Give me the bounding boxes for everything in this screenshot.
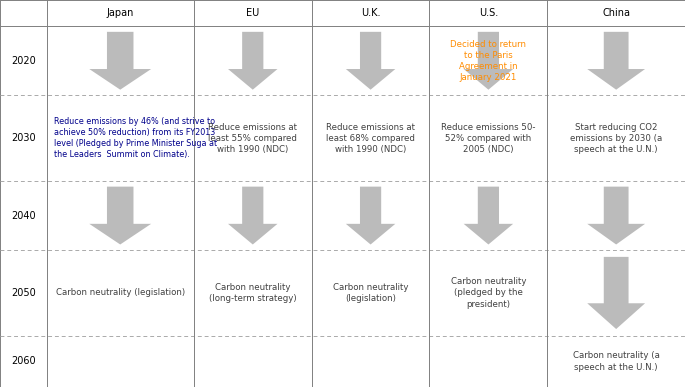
Text: 2060: 2060 xyxy=(11,356,36,366)
Text: Reduce emissions 50-
52% compared with
2005 (NDC): Reduce emissions 50- 52% compared with 2… xyxy=(441,123,536,154)
Text: Carbon neutrality
(pledged by the
president): Carbon neutrality (pledged by the presid… xyxy=(451,277,526,308)
Polygon shape xyxy=(346,187,395,245)
Polygon shape xyxy=(587,32,645,90)
Text: Reduce emissions by 46% (and strive to
achieve 50% reduction) from its FY2013
le: Reduce emissions by 46% (and strive to a… xyxy=(54,117,217,159)
Text: 2050: 2050 xyxy=(11,288,36,298)
Text: 2040: 2040 xyxy=(11,211,36,221)
Polygon shape xyxy=(346,32,395,90)
Text: Carbon neutrality (a
speech at the U.N.): Carbon neutrality (a speech at the U.N.) xyxy=(573,351,660,372)
Text: Carbon neutrality
(long-term strategy): Carbon neutrality (long-term strategy) xyxy=(209,283,297,303)
Polygon shape xyxy=(228,32,277,90)
Polygon shape xyxy=(464,187,513,245)
Polygon shape xyxy=(587,187,645,245)
Polygon shape xyxy=(89,32,151,90)
Polygon shape xyxy=(89,187,151,245)
Text: U.K.: U.K. xyxy=(361,8,380,18)
Polygon shape xyxy=(228,187,277,245)
Text: EU: EU xyxy=(246,8,260,18)
Text: 2030: 2030 xyxy=(11,133,36,143)
Polygon shape xyxy=(464,32,513,90)
Text: 2020: 2020 xyxy=(11,56,36,66)
Text: Decided to return
to the Paris
Agreement in
January 2021: Decided to return to the Paris Agreement… xyxy=(451,39,526,82)
Text: Start reducing CO2
emissions by 2030 (a
speech at the U.N.): Start reducing CO2 emissions by 2030 (a … xyxy=(570,123,662,154)
Text: Carbon neutrality (legislation): Carbon neutrality (legislation) xyxy=(55,288,185,298)
Text: China: China xyxy=(602,8,630,18)
Polygon shape xyxy=(587,257,645,329)
Text: Japan: Japan xyxy=(107,8,134,18)
Text: Carbon neutrality
(legislation): Carbon neutrality (legislation) xyxy=(333,283,408,303)
Text: Reduce emissions at
least 68% compared
with 1990 (NDC): Reduce emissions at least 68% compared w… xyxy=(326,123,415,154)
Text: Reduce emissions at
least 55% compared
with 1990 (NDC): Reduce emissions at least 55% compared w… xyxy=(208,123,297,154)
Text: U.S.: U.S. xyxy=(479,8,498,18)
